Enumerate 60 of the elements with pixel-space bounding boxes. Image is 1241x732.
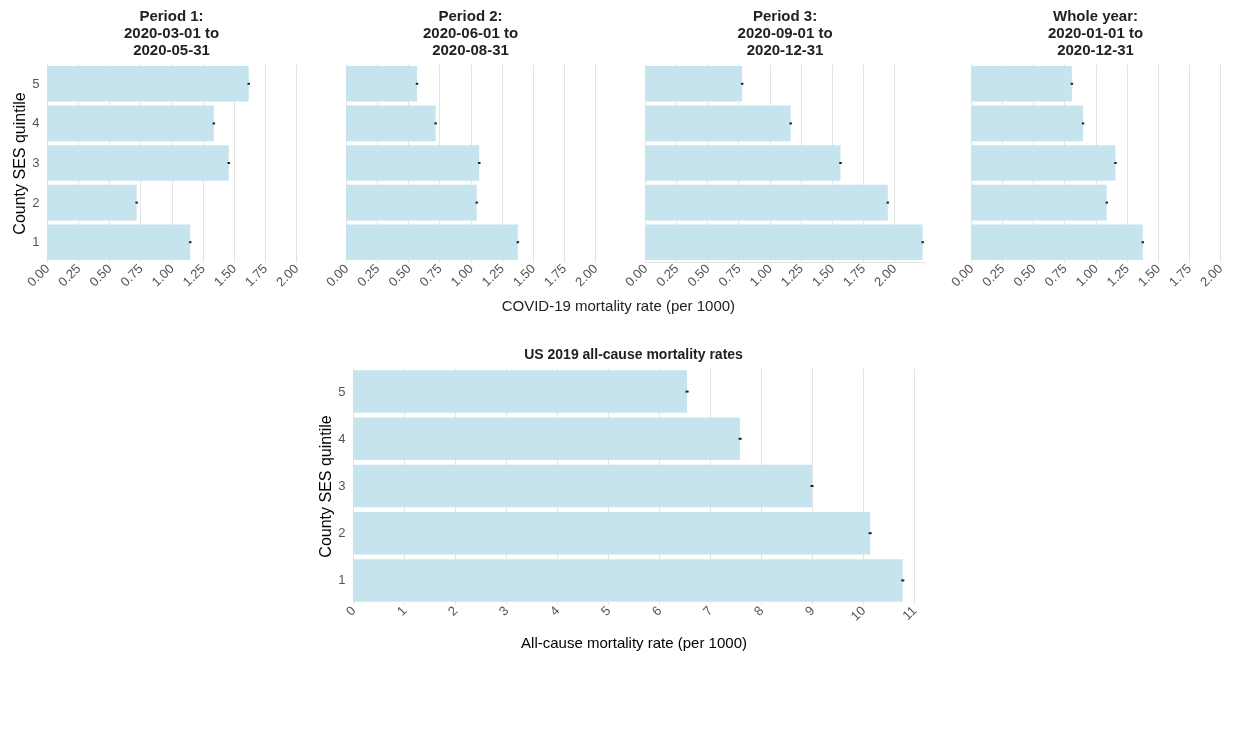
- x-tick-label: 4: [546, 602, 563, 619]
- y-tick-label: 1: [32, 234, 40, 250]
- x-tick-label: 0.50: [1010, 260, 1039, 290]
- y-tick-label: 4: [338, 430, 346, 446]
- chart-title: Period 3: 2020-09-01 to 2020-12-31: [737, 7, 833, 58]
- x-tick-label: 0.00: [947, 260, 977, 290]
- y-axis-title: County SES quintile: [317, 415, 335, 558]
- bar: [353, 559, 903, 602]
- y-tick-label: 2: [32, 194, 40, 210]
- x-tick-label: 5: [597, 602, 614, 619]
- y-tick-label: 5: [32, 75, 40, 91]
- y-axis-title: County SES quintile: [11, 92, 29, 235]
- x-tick-label: 1: [393, 602, 410, 619]
- bar: [353, 464, 813, 508]
- x-tick-label: 7: [699, 602, 716, 619]
- x-tick-label: 3: [495, 602, 512, 619]
- x-tick-label: 0.50: [684, 260, 713, 290]
- x-tick-label: 1.50: [210, 260, 240, 290]
- bar: [353, 370, 688, 413]
- x-tick-label: 1.75: [241, 260, 271, 290]
- chart-title: Period 2: 2020-06-01 to 2020-08-31: [422, 7, 519, 58]
- x-tick-label: 0.00: [23, 260, 53, 290]
- chart-title: Whole year: 2020-01-01 to 2020-12-31: [1047, 7, 1144, 58]
- x-tick-label: 2: [444, 602, 461, 619]
- x-tick-label: 0.50: [86, 260, 115, 290]
- x-tick-label: 1.50: [808, 260, 838, 290]
- x-tick-label: 1.75: [839, 260, 869, 290]
- x-tick-label: 0.00: [621, 260, 651, 290]
- x-tick-label: 0.25: [979, 260, 1008, 290]
- x-tick-label: 9: [801, 602, 818, 619]
- x-axis-title: COVID-19 mortality rate (per 1000): [501, 296, 736, 314]
- y-tick-label: 1: [338, 572, 346, 588]
- bar: [353, 511, 871, 555]
- x-tick-label: 0.75: [416, 260, 445, 290]
- x-tick-label: 0.75: [1041, 260, 1070, 290]
- y-tick-label: 5: [338, 383, 346, 399]
- y-tick-label: 2: [338, 525, 346, 541]
- x-tick-label: 1.50: [509, 260, 539, 290]
- y-tick-label: 4: [32, 115, 40, 131]
- chart-title: Period 1: 2020-03-01 to 2020-05-31: [123, 7, 220, 58]
- x-tick-label: 0.25: [55, 260, 84, 290]
- y-tick-label: 3: [32, 155, 40, 170]
- bar: [353, 417, 741, 461]
- x-tick-label: 1.50: [1134, 260, 1164, 290]
- x-tick-label: 8: [750, 602, 767, 619]
- x-tick-label: 10: [847, 602, 869, 624]
- x-tick-label: 0.75: [117, 260, 146, 290]
- x-tick-label: 0.25: [653, 260, 682, 290]
- y-tick-label: 3: [338, 478, 346, 493]
- x-tick-label: 0: [342, 602, 359, 619]
- chart-title: US 2019 all-cause mortality rates: [524, 346, 744, 362]
- x-tick-label: 0.25: [354, 260, 383, 290]
- x-tick-label: 1.75: [540, 260, 570, 290]
- x-axis-title: All-cause mortality rate (per 1000): [521, 633, 747, 651]
- x-tick-label: 0.00: [322, 260, 352, 290]
- x-tick-label: 1.75: [1165, 260, 1195, 290]
- x-tick-label: 6: [648, 602, 665, 619]
- x-tick-label: 11: [899, 602, 920, 623]
- x-tick-label: 0.75: [715, 260, 744, 290]
- x-tick-label: 0.50: [385, 260, 414, 290]
